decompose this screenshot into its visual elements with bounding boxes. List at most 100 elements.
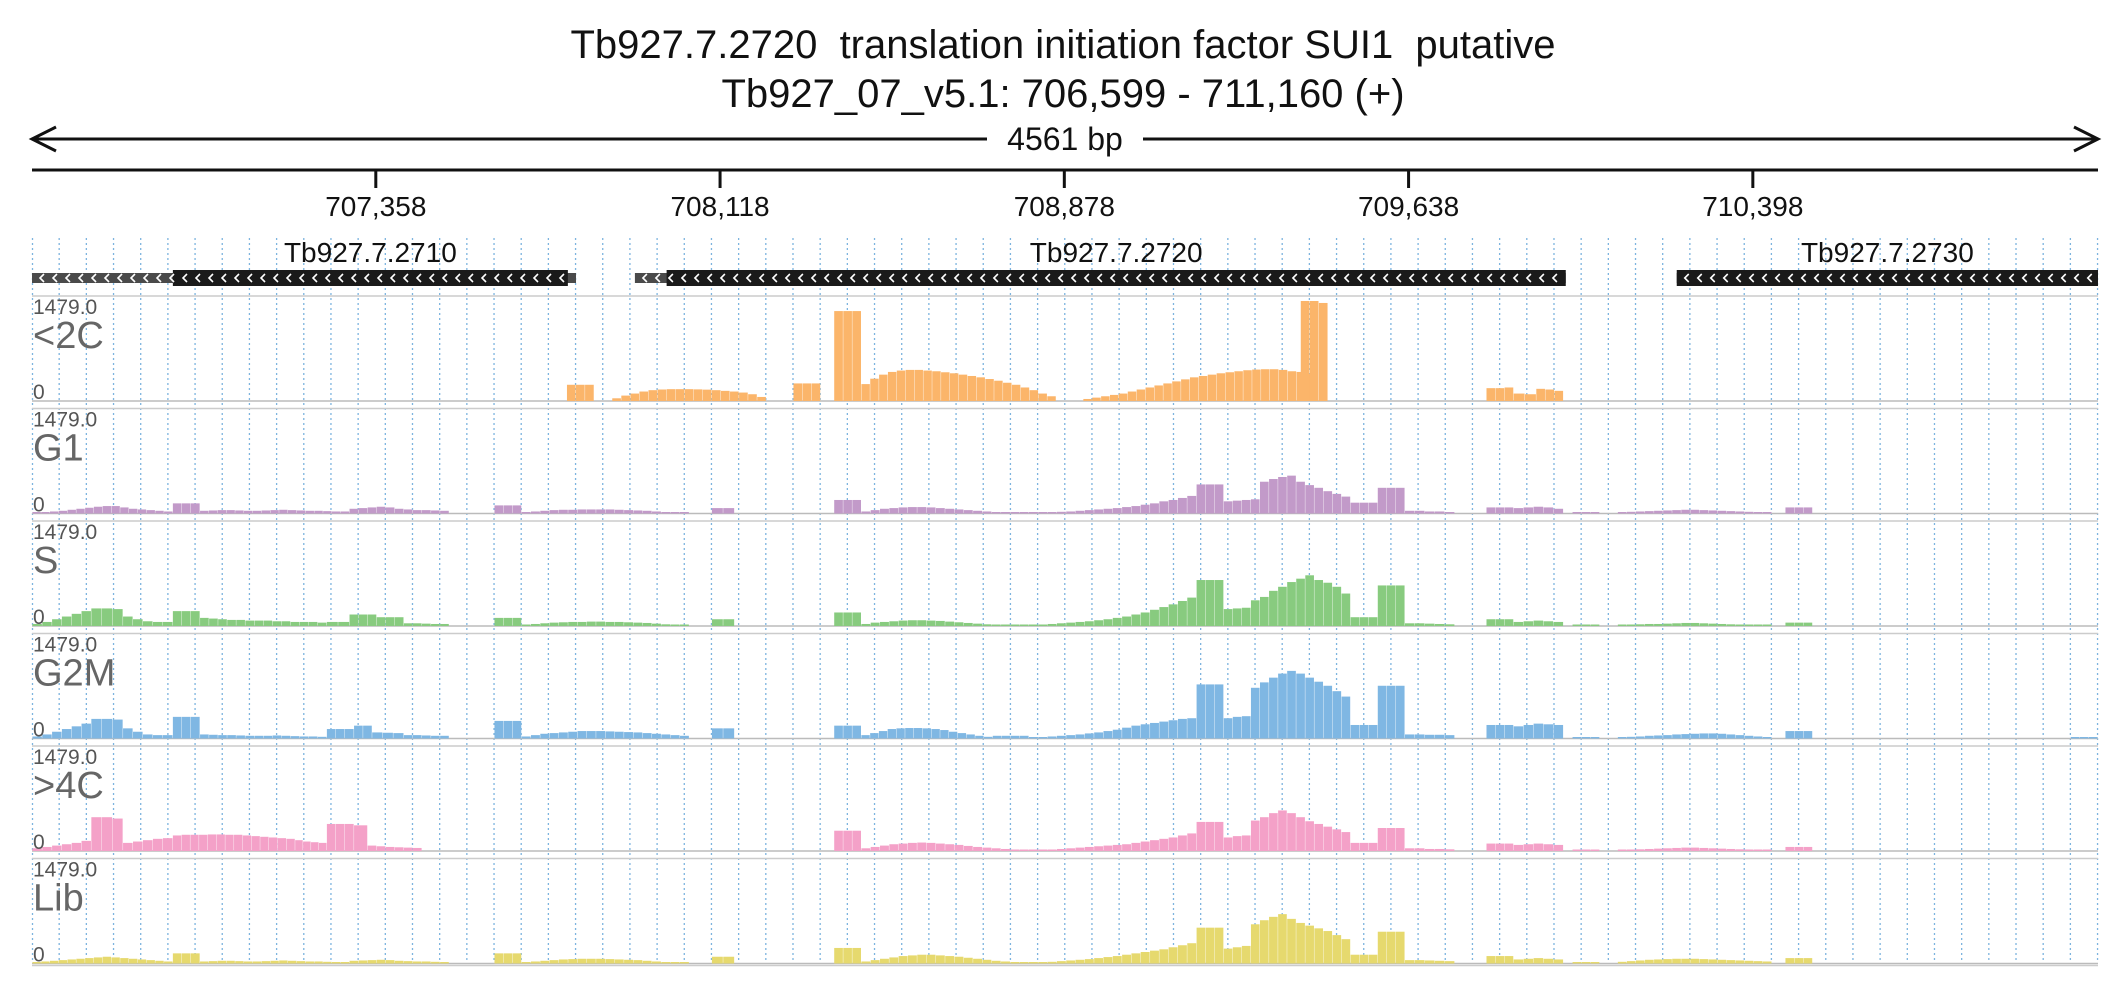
coverage-bar [1681,509,1690,514]
coverage-bar [216,834,225,851]
coverage-bar [558,509,568,514]
coverage-bar [624,510,633,514]
coverage-bar [1635,849,1645,851]
coverage-bar [1187,495,1197,514]
coverage-bar [1309,301,1319,401]
coverage-bar [133,841,143,851]
coverage-bar [287,960,297,964]
coverage-bar [1803,622,1813,626]
coverage-bar [1214,821,1224,851]
coverage-bar [1663,510,1672,514]
coverage-bar [1590,512,1600,514]
coverage-bar [317,622,327,626]
coverage-bar [1207,374,1217,401]
coverage-bar [318,842,327,851]
coverage-bar [1075,959,1085,964]
coverage-bar [93,506,103,514]
coverage-bar [711,508,723,514]
coverage-tracks: 1479.0<2C01479.0G101479.0S01479.0G2M0147… [32,295,2098,967]
strand-chevron-icon [836,273,843,283]
coverage-bar [652,733,661,739]
strand-chevron-icon [1018,273,1025,283]
coverage-bar [1672,510,1681,514]
coverage-bar [852,947,861,964]
coverage-bar [1424,623,1435,626]
coverage-bar [702,389,712,401]
coverage-bar [711,728,723,739]
coverage-bar [172,835,182,851]
coverage-bar [1753,624,1763,626]
coverage-bar [1314,580,1324,626]
coverage-bar [1504,843,1514,851]
coverage-bar [1513,621,1524,626]
coverage-bar [1205,821,1215,851]
strand-chevron-icon [680,273,687,283]
coverage-bar [1626,624,1636,626]
coverage-bar [1645,511,1654,514]
coverage-bar [834,311,843,401]
strand-chevron-icon [1878,273,1885,283]
coverage-bar [1368,954,1378,964]
coverage-bar [440,735,449,739]
coverage-bar [642,622,652,626]
coverage-bar [852,499,861,514]
coverage-bar [566,384,576,401]
coverage-bar [983,736,993,739]
coverage-bar [208,510,218,514]
coverage-bar [112,609,123,626]
coverage-bar [1196,927,1206,964]
coverage-bar [244,961,253,964]
coverage-bar [926,507,936,514]
coverage-bar [605,731,615,739]
coverage-bar [403,847,413,851]
gene-cds [666,270,1566,286]
coverage-bar [58,510,68,514]
coverage-bar [1223,609,1233,626]
coverage-bar [1177,600,1187,626]
coverage-bar [1232,836,1242,851]
coverage-bar [1177,497,1187,514]
coverage-bar [1533,958,1544,964]
coverage-bar [281,621,291,626]
coverage-bar [1404,510,1415,514]
coverage-bar [1001,512,1010,514]
coverage-bar [376,617,386,626]
strand-chevron-icon [706,273,713,283]
strand-chevron-icon [1382,273,1389,283]
coverage-bar [1269,677,1278,739]
strand-chevron-icon [77,273,84,283]
coverage-bar [272,621,282,626]
coverage-bar [412,735,422,739]
coverage-bar [155,510,164,514]
strand-chevron-icon [1031,273,1038,283]
coverage-bar [1214,927,1224,964]
coverage-bar [1205,484,1215,514]
coverage-bar [242,835,252,851]
coverage-bar [1386,487,1396,514]
strand-chevron-icon [428,273,435,283]
coverage-bar [633,960,643,964]
coverage-bar [1617,512,1627,514]
coverage-bar [512,953,522,964]
coverage-bar [679,512,689,514]
coverage-bar [1572,512,1582,514]
coverage-bar [142,734,153,739]
track-max-label: 1479.0 [33,634,97,657]
coverage-bar [1359,617,1369,626]
coverage-bar [693,389,703,401]
coverage-bar [684,389,694,401]
coverage-bar [1523,724,1534,739]
coverage-bar [1332,829,1342,851]
coverage-bar [1735,511,1745,514]
strand-chevron-icon [363,273,370,283]
coverage-bar [102,506,112,514]
coverage-bar [91,608,102,626]
coverage-bar [385,960,395,964]
strand-chevron-icon [1904,273,1911,283]
coverage-bar [870,960,880,964]
coverage-bar [1131,725,1141,739]
coverage-bar [440,962,449,964]
coverage-bar [1205,684,1215,739]
coverage-bar [226,510,235,514]
coverage-bar [1495,507,1505,514]
